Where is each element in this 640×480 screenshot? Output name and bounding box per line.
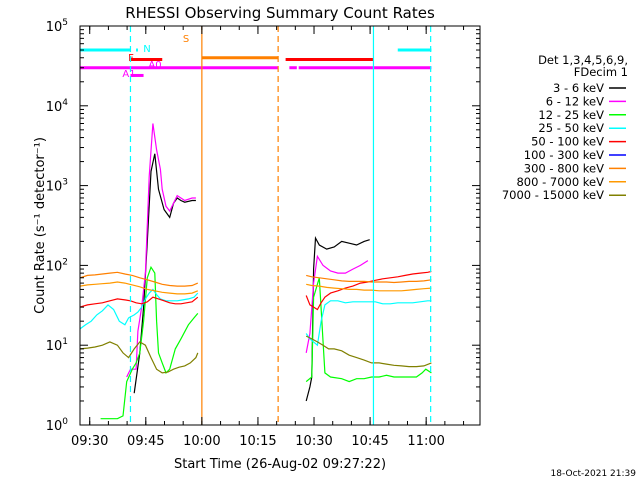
annot-label-F: F bbox=[128, 53, 134, 64]
series-lines bbox=[79, 123, 432, 420]
series-line-4 bbox=[79, 270, 432, 311]
y-tick-label: 104 bbox=[46, 98, 69, 115]
legend-entry-label: 50 - 100 keV bbox=[531, 135, 604, 149]
series-line-6 bbox=[79, 271, 432, 287]
y-tick-label: 101 bbox=[46, 337, 68, 354]
series-line-8 bbox=[79, 335, 432, 374]
annot-label-S: S bbox=[183, 34, 189, 45]
x-tick-label: 10:15 bbox=[239, 434, 276, 449]
x-tick-label: 09:45 bbox=[127, 434, 164, 449]
x-tick-label: 10:00 bbox=[183, 434, 220, 449]
footer-timestamp: 18-Oct-2021 21:39 bbox=[551, 469, 637, 479]
annot-label-N: N bbox=[143, 44, 150, 55]
attenuator-annotations: N S F A0 A1 bbox=[80, 34, 432, 80]
legend-entry-label: 3 - 6 keV bbox=[553, 81, 604, 95]
legend-header: FDecim 1 bbox=[574, 65, 628, 79]
x-tick-label: 09:30 bbox=[71, 434, 108, 449]
chart-title: RHESSI Observing Summary Count Rates bbox=[125, 4, 435, 22]
y-tick-label: 103 bbox=[46, 178, 68, 195]
legend-entry-label: 100 - 300 keV bbox=[524, 148, 604, 162]
axis-ticks: 09:30 09:45 10:00 10:15 10:30 10:45 11:00 100 10… bbox=[46, 18, 480, 449]
series-line-3 bbox=[79, 288, 432, 347]
x-axis-label: Start Time (26-Aug-02 09:27:22) bbox=[174, 457, 386, 472]
y-tick-label: 105 bbox=[46, 18, 68, 35]
legend-entry-label: 25 - 50 keV bbox=[538, 121, 604, 135]
state-change-lines bbox=[129, 26, 432, 425]
legend-entry-label: 800 - 7000 keV bbox=[516, 175, 604, 189]
annot-label-A1: A1 bbox=[122, 69, 135, 80]
series-line-1 bbox=[126, 123, 369, 378]
y-axis-label: Count Rate (s⁻¹ detector⁻¹) bbox=[33, 137, 48, 314]
legend-entry-label: 6 - 12 keV bbox=[546, 94, 604, 108]
series-line-0 bbox=[133, 153, 370, 402]
legend-header: Det 1,3,4,5,6,9, bbox=[538, 53, 628, 67]
plot-frame bbox=[79, 25, 481, 426]
x-tick-label: 10:45 bbox=[351, 434, 388, 449]
series-line-2 bbox=[100, 265, 432, 420]
legend-entry-label: 7000 - 15000 keV bbox=[502, 188, 604, 202]
y-tick-label: 102 bbox=[46, 257, 68, 274]
x-tick-label: 10:30 bbox=[295, 434, 332, 449]
y-tick-label: 100 bbox=[46, 417, 69, 434]
x-tick-label: 11:00 bbox=[407, 434, 444, 449]
annot-label-A0: A0 bbox=[148, 60, 161, 71]
legend-entry-label: 300 - 800 keV bbox=[524, 161, 604, 175]
series-line-7 bbox=[79, 281, 432, 295]
legend-entry-label: 12 - 25 keV bbox=[538, 108, 604, 122]
